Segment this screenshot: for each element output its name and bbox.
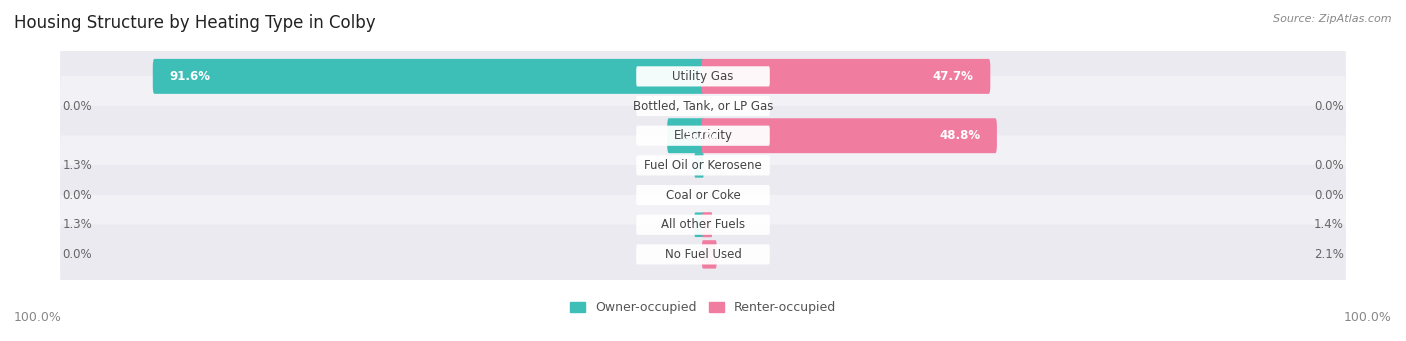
FancyBboxPatch shape	[153, 59, 704, 94]
Text: All other Fuels: All other Fuels	[661, 218, 745, 231]
FancyBboxPatch shape	[637, 66, 769, 87]
Text: Coal or Coke: Coal or Coke	[665, 189, 741, 202]
FancyBboxPatch shape	[637, 214, 769, 235]
Text: 100.0%: 100.0%	[14, 311, 62, 324]
Text: 91.6%: 91.6%	[170, 70, 211, 83]
Text: 1.3%: 1.3%	[62, 159, 93, 172]
Text: Electricity: Electricity	[673, 129, 733, 142]
FancyBboxPatch shape	[695, 212, 703, 237]
Text: No Fuel Used: No Fuel Used	[665, 248, 741, 261]
Legend: Owner-occupied, Renter-occupied: Owner-occupied, Renter-occupied	[569, 301, 837, 314]
Text: 0.0%: 0.0%	[1313, 159, 1344, 172]
Text: 0.0%: 0.0%	[1313, 189, 1344, 202]
FancyBboxPatch shape	[637, 96, 769, 116]
FancyBboxPatch shape	[668, 118, 704, 153]
Text: 100.0%: 100.0%	[1344, 311, 1392, 324]
FancyBboxPatch shape	[60, 165, 1346, 225]
Text: Housing Structure by Heating Type in Colby: Housing Structure by Heating Type in Col…	[14, 14, 375, 32]
Text: 5.7%: 5.7%	[683, 129, 717, 142]
FancyBboxPatch shape	[637, 244, 769, 265]
Text: Utility Gas: Utility Gas	[672, 70, 734, 83]
Text: Bottled, Tank, or LP Gas: Bottled, Tank, or LP Gas	[633, 100, 773, 113]
FancyBboxPatch shape	[637, 125, 769, 146]
FancyBboxPatch shape	[695, 153, 703, 178]
FancyBboxPatch shape	[702, 59, 990, 94]
Text: 1.4%: 1.4%	[1313, 218, 1344, 231]
Text: 0.0%: 0.0%	[62, 248, 93, 261]
FancyBboxPatch shape	[703, 212, 711, 237]
Text: 0.0%: 0.0%	[62, 189, 93, 202]
Text: 1.3%: 1.3%	[62, 218, 93, 231]
FancyBboxPatch shape	[60, 224, 1346, 284]
FancyBboxPatch shape	[60, 106, 1346, 166]
FancyBboxPatch shape	[60, 46, 1346, 106]
Text: Source: ZipAtlas.com: Source: ZipAtlas.com	[1274, 14, 1392, 24]
FancyBboxPatch shape	[60, 195, 1346, 255]
FancyBboxPatch shape	[637, 155, 769, 176]
Text: 2.1%: 2.1%	[1313, 248, 1344, 261]
FancyBboxPatch shape	[702, 118, 997, 153]
Text: 0.0%: 0.0%	[1313, 100, 1344, 113]
FancyBboxPatch shape	[637, 185, 769, 205]
Text: 48.8%: 48.8%	[939, 129, 980, 142]
Text: Fuel Oil or Kerosene: Fuel Oil or Kerosene	[644, 159, 762, 172]
FancyBboxPatch shape	[60, 76, 1346, 136]
Text: 0.0%: 0.0%	[62, 100, 93, 113]
FancyBboxPatch shape	[60, 135, 1346, 195]
FancyBboxPatch shape	[702, 240, 717, 269]
Text: 47.7%: 47.7%	[932, 70, 974, 83]
